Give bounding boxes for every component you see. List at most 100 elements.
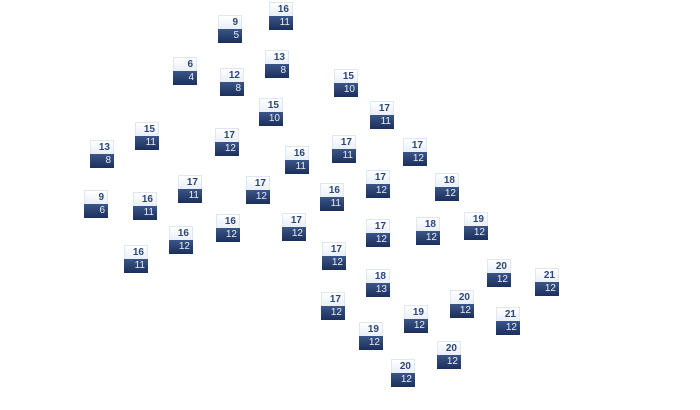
temperature-marker[interactable]: 12 8 [220,68,244,96]
temperature-marker[interactable]: 16 11 [285,146,309,174]
temperature-marker[interactable]: 17 12 [403,138,427,166]
temperature-marker[interactable]: 19 12 [359,322,383,350]
low-temp: 13 [366,283,390,297]
high-temp: 13 [90,140,114,154]
high-temp: 9 [84,190,108,204]
temperature-marker[interactable]: 19 12 [464,212,488,240]
temperature-marker[interactable]: 21 12 [535,268,559,296]
high-temp: 16 [169,226,193,240]
high-temp: 17 [403,138,427,152]
temperature-marker[interactable]: 15 10 [334,69,358,97]
low-temp: 11 [370,115,394,129]
low-temp: 12 [496,321,520,335]
temperature-marker[interactable]: 21 12 [496,307,520,335]
temperature-marker[interactable]: 20 12 [487,259,511,287]
low-temp: 12 [169,240,193,254]
low-temp: 12 [416,231,440,245]
temperature-marker[interactable]: 17 11 [178,175,202,203]
temperature-marker[interactable]: 17 12 [246,176,270,204]
low-temp: 11 [178,189,202,203]
low-temp: 12 [215,142,239,156]
low-temp: 12 [216,228,240,242]
high-temp: 17 [366,219,390,233]
temperature-marker[interactable]: 16 11 [133,192,157,220]
low-temp: 5 [218,29,242,43]
high-temp: 12 [220,68,244,82]
low-temp: 12 [366,233,390,247]
temperature-marker[interactable]: 18 13 [366,269,390,297]
temperature-marker[interactable]: 17 12 [322,242,346,270]
temperature-marker[interactable]: 20 12 [450,290,474,318]
low-temp: 12 [487,273,511,287]
temperature-marker[interactable]: 13 8 [90,140,114,168]
temperature-marker[interactable]: 15 10 [259,98,283,126]
temperature-marker[interactable]: 17 12 [366,219,390,247]
temperature-marker[interactable]: 13 8 [265,50,289,78]
high-temp: 17 [321,292,345,306]
high-temp: 16 [133,192,157,206]
temperature-marker[interactable]: 16 12 [216,214,240,242]
high-temp: 15 [334,69,358,83]
high-temp: 16 [216,214,240,228]
high-temp: 18 [366,269,390,283]
temperature-marker[interactable]: 16 12 [169,226,193,254]
temperature-marker[interactable]: 17 12 [215,128,239,156]
high-temp: 20 [487,259,511,273]
high-temp: 16 [124,245,148,259]
high-temp: 15 [135,122,159,136]
high-temp: 20 [437,341,461,355]
low-temp: 11 [285,160,309,174]
temperature-marker[interactable]: 17 11 [370,101,394,129]
low-temp: 11 [135,136,159,150]
low-temp: 12 [246,190,270,204]
high-temp: 16 [269,2,293,16]
high-temp: 16 [285,146,309,160]
low-temp: 12 [359,336,383,350]
high-temp: 21 [496,307,520,321]
low-temp: 6 [84,204,108,218]
high-temp: 20 [450,290,474,304]
temperature-marker[interactable]: 17 12 [321,292,345,320]
temperature-marker[interactable]: 17 11 [332,135,356,163]
high-temp: 16 [320,183,344,197]
high-temp: 17 [322,242,346,256]
low-temp: 10 [259,112,283,126]
high-temp: 6 [173,57,197,71]
temperature-marker[interactable]: 20 12 [437,341,461,369]
high-temp: 17 [282,213,306,227]
low-temp: 11 [332,149,356,163]
low-temp: 12 [464,226,488,240]
low-temp: 12 [437,355,461,369]
temperature-marker[interactable]: 18 12 [435,173,459,201]
temperature-marker[interactable]: 19 12 [404,305,428,333]
high-temp: 15 [259,98,283,112]
low-temp: 11 [320,197,344,211]
high-temp: 9 [218,15,242,29]
high-temp: 21 [535,268,559,282]
low-temp: 8 [265,64,289,78]
low-temp: 12 [366,184,390,198]
temperature-marker[interactable]: 16 11 [124,245,148,273]
low-temp: 12 [450,304,474,318]
low-temp: 12 [322,256,346,270]
high-temp: 19 [404,305,428,319]
high-temp: 17 [215,128,239,142]
low-temp: 8 [220,82,244,96]
low-temp: 4 [173,71,197,85]
high-temp: 17 [246,176,270,190]
low-temp: 12 [321,306,345,320]
low-temp: 8 [90,154,114,168]
temperature-marker[interactable]: 17 12 [282,213,306,241]
temperature-marker[interactable]: 16 11 [320,183,344,211]
temperature-marker[interactable]: 15 11 [135,122,159,150]
temperature-marker[interactable]: 16 11 [269,2,293,30]
temperature-marker[interactable]: 20 12 [391,359,415,387]
temperature-marker[interactable]: 18 12 [416,217,440,245]
temperature-marker[interactable]: 17 12 [366,170,390,198]
high-temp: 20 [391,359,415,373]
high-temp: 18 [435,173,459,187]
